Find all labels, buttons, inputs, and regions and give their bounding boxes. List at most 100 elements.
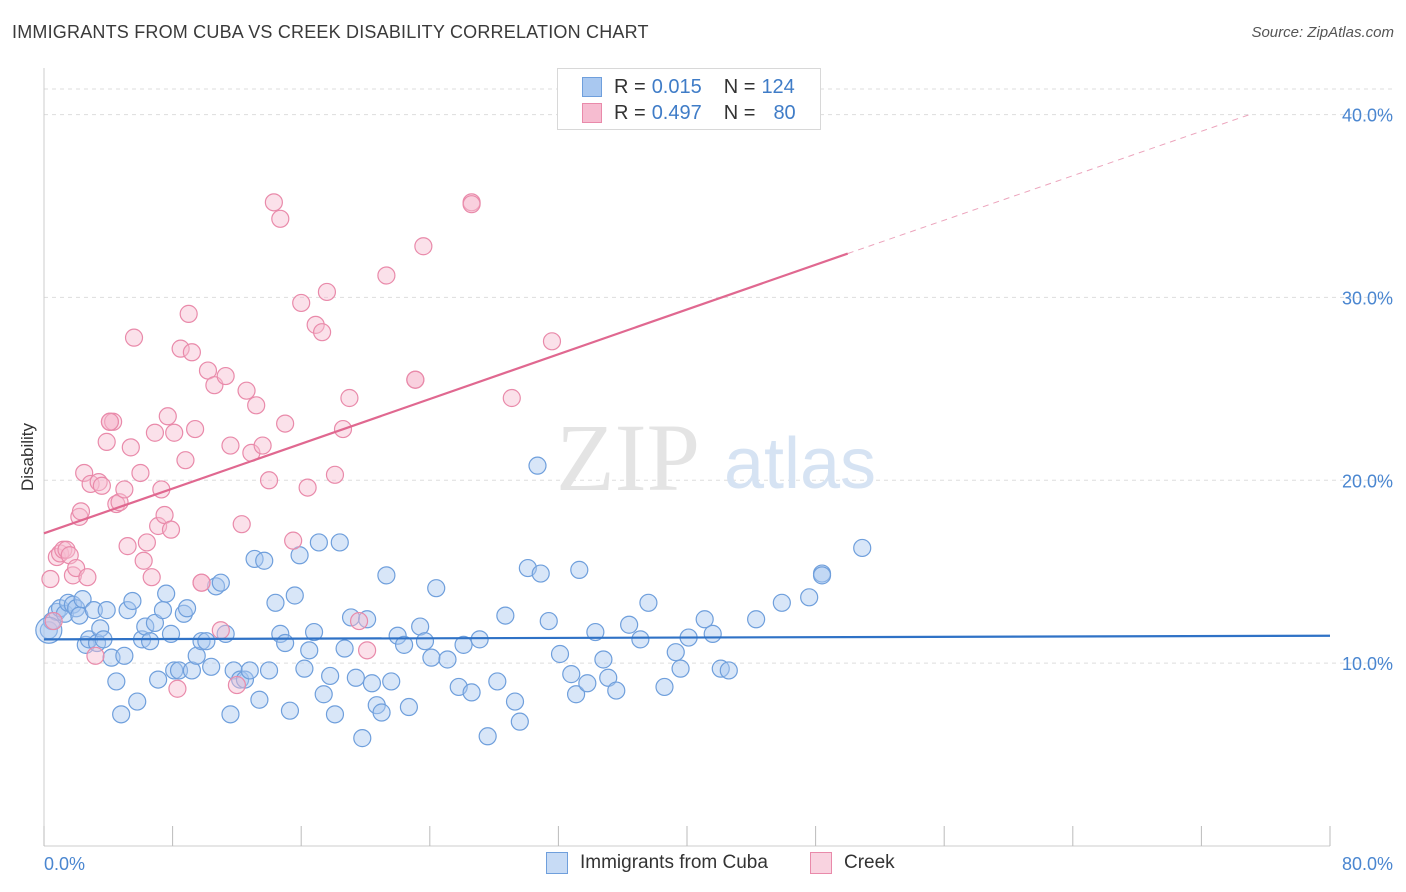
creek-point (462, 195, 481, 214)
cuba-point (510, 712, 529, 731)
cuba-point (772, 593, 791, 612)
creek-point (312, 323, 332, 342)
cuba-point (177, 599, 197, 618)
legend-r-label: R = (614, 75, 646, 98)
stats-legend: R = 0.015 N = 124 R = 0.497 N = 80 (557, 68, 821, 130)
creek-point (145, 423, 165, 442)
cuba-point (470, 630, 489, 649)
creek-point (121, 438, 140, 457)
creek-point (211, 621, 230, 640)
cuba-point (140, 632, 160, 651)
cuba-point (202, 657, 221, 676)
creek-point (325, 465, 345, 484)
bottom-legend-label-cuba: Immigrants from Cuba (580, 852, 768, 873)
creek-point (78, 568, 97, 587)
creek-point (186, 419, 205, 439)
source-label: Source: ZipAtlas.com (1251, 24, 1394, 41)
cuba-point (276, 633, 295, 653)
creek-point (57, 540, 76, 559)
creek-point (284, 531, 303, 550)
cuba-point (812, 566, 832, 585)
creek-point (179, 304, 198, 323)
creek-point (86, 646, 105, 665)
creek-point (134, 551, 153, 570)
cuba-point (187, 646, 206, 665)
cuba-point (671, 659, 690, 678)
creek-point (264, 193, 283, 212)
legend-r-value: 0.015 (651, 75, 702, 98)
cuba-point (438, 650, 457, 669)
legend-n-value: 80 (773, 101, 796, 124)
cuba-point (240, 661, 259, 680)
creek-point (182, 343, 201, 362)
creek-point (232, 515, 251, 534)
cuba-point (192, 632, 211, 651)
bottom-legend-swatch-pink (810, 852, 832, 874)
creek-point (542, 332, 562, 351)
creek-point (216, 366, 235, 386)
creek-point (377, 266, 396, 285)
creek-point (221, 436, 240, 455)
creek-point (306, 315, 325, 334)
cuba-point (488, 672, 507, 691)
cuba-point (145, 613, 165, 633)
creek-trend-extension (847, 114, 1250, 255)
cuba-point (91, 619, 110, 638)
axes (43, 68, 1331, 847)
creek-point (317, 282, 337, 302)
cuba-point (136, 617, 155, 636)
cuba-point (300, 641, 319, 660)
creek-point (118, 537, 137, 556)
tick-labels: 10.0% 20.0% 30.0% 40.0% 0.0% 80.0% (44, 106, 1393, 874)
creek-point (92, 476, 111, 495)
creek-point (115, 480, 134, 499)
cuba-point (394, 635, 414, 654)
cuba-point (594, 650, 613, 669)
creek-point (168, 679, 187, 698)
chart-title: IMMIGRANTS FROM CUBA VS CREEK DISABILITY… (12, 22, 649, 42)
creek-point (165, 423, 184, 442)
cuba-point (35, 616, 63, 644)
creek-point (227, 675, 246, 695)
x-tick-label: 80.0% (1342, 854, 1393, 874)
creek-point (502, 388, 521, 408)
bottom-legend-label-creek: Creek (844, 852, 895, 873)
cuba-point (285, 586, 304, 605)
cuba-point (528, 456, 547, 475)
legend-r-label: R = (614, 101, 646, 124)
watermark-atlas: atlas (724, 424, 876, 504)
creek-point (276, 414, 295, 433)
series-cuba-points (35, 456, 872, 748)
cuba-point (531, 564, 550, 583)
cuba-trend-line (43, 634, 1331, 641)
cuba-point (550, 644, 570, 664)
creek-point (161, 520, 181, 539)
cuba-point (255, 551, 274, 570)
bottom-legend-creek: Creek (810, 852, 895, 874)
cuba-point (174, 604, 193, 623)
cuba-point (462, 683, 481, 702)
creek-point (137, 533, 156, 552)
cuba-point (165, 661, 184, 680)
cuba-point (539, 611, 558, 631)
cuba-point (231, 670, 250, 689)
creek-point (176, 451, 195, 470)
cuba-point (346, 668, 365, 687)
cuba-point (800, 588, 819, 607)
cuba-point (169, 661, 189, 680)
cuba-point (570, 560, 589, 579)
creek-point (349, 611, 369, 631)
cuba-point (73, 590, 92, 609)
cuba-point (309, 533, 328, 552)
cuba-point (578, 674, 597, 693)
series-creek-points (41, 193, 562, 698)
creek-point (124, 328, 144, 347)
bottom-legend-cuba: Immigrants from Cuba (546, 852, 768, 874)
cuba-point (266, 593, 285, 612)
cuba-point (280, 701, 300, 720)
watermark-zip: ZIP (556, 404, 700, 511)
cuba-point (335, 639, 354, 658)
cuba-point (719, 661, 738, 680)
y-tick-label: 40.0% (1342, 106, 1393, 126)
legend-n-value: 124 (761, 75, 795, 98)
